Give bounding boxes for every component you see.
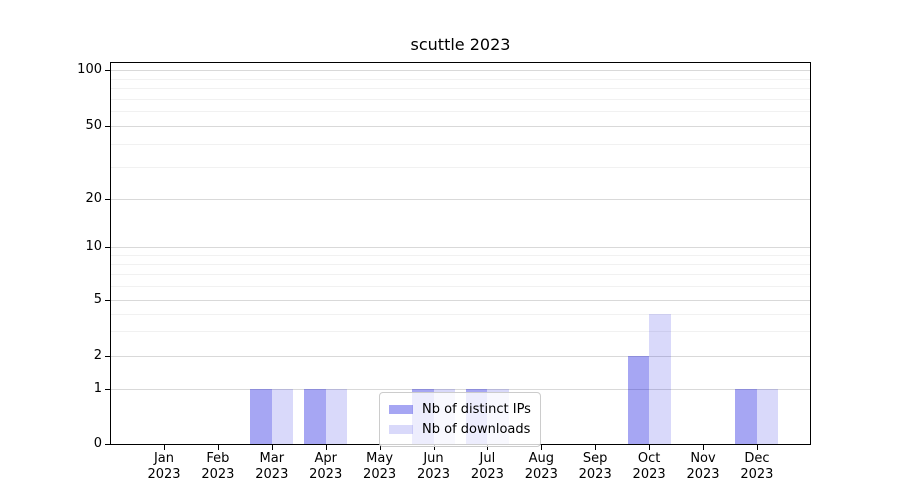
y-tick-mark <box>105 247 110 248</box>
y-tick-label-10: 10 <box>85 239 102 254</box>
x-tick-label-aug: Aug 2023 <box>524 451 558 482</box>
x-tick-mark <box>703 445 704 450</box>
bar-distinct-ips-apr <box>304 389 326 444</box>
gridline-major <box>111 126 810 127</box>
y-tick-label-5: 5 <box>93 292 102 307</box>
plot-area: Nb of distinct IPs Nb of downloads <box>110 62 811 447</box>
x-tick-mark <box>433 445 435 450</box>
y-tick-mark <box>105 70 110 71</box>
x-tick-label-dec: Dec 2023 <box>740 451 774 482</box>
x-tick-label-sep: Sep 2023 <box>578 451 612 482</box>
gridline-minor <box>111 255 810 257</box>
x-tick-label-may: May 2023 <box>363 451 397 482</box>
chart-title: scuttle 2023 <box>410 35 511 54</box>
x-tick-label-apr: Apr 2023 <box>309 451 343 482</box>
gridline-major <box>111 247 810 248</box>
x-tick-label-mar: Mar 2023 <box>255 451 289 482</box>
gridline-minor <box>111 166 810 168</box>
x-tick-mark <box>164 445 165 450</box>
legend-label-distinct-ips: Nb of distinct IPs <box>422 401 531 417</box>
legend-item-downloads: Nb of downloads <box>389 419 531 439</box>
y-tick-label-1: 1 <box>93 381 102 396</box>
x-tick-label-jun: Jun 2023 <box>416 451 451 482</box>
y-tick-label-2: 2 <box>93 348 102 363</box>
gridline-minor <box>111 264 810 266</box>
legend-swatch-downloads <box>389 424 413 434</box>
y-tick-label-20: 20 <box>85 191 102 206</box>
y-tick-mark <box>105 356 110 357</box>
x-tick-mark <box>379 445 381 450</box>
x-tick-mark <box>325 445 327 450</box>
x-tick-mark <box>217 445 219 450</box>
x-tick-label-feb: Feb 2023 <box>201 451 235 482</box>
legend: Nb of distinct IPs Nb of downloads <box>379 392 541 447</box>
y-tick-mark <box>105 444 110 445</box>
bar-distinct-ips-dec <box>735 389 757 444</box>
gridline-major <box>111 70 810 71</box>
x-tick-label-oct: Oct 2023 <box>632 451 666 482</box>
x-tick-label-nov: Nov 2023 <box>686 451 720 482</box>
x-tick-label-jan: Jan 2023 <box>147 451 181 482</box>
bar-downloads-oct <box>649 313 671 444</box>
y-tick-mark <box>105 300 110 301</box>
y-tick-mark <box>105 199 110 200</box>
x-tick-mark <box>756 445 758 450</box>
gridline-major <box>111 389 810 390</box>
gridline-minor <box>111 313 810 315</box>
x-tick-mark <box>541 445 543 450</box>
bar-downloads-mar <box>271 389 294 444</box>
gridline-minor <box>111 331 810 333</box>
bar-distinct-ips-mar <box>250 389 272 444</box>
gridline-major <box>111 300 810 301</box>
x-tick-mark <box>271 445 273 450</box>
legend-item-distinct-ips: Nb of distinct IPs <box>389 399 531 419</box>
x-tick-mark <box>649 445 651 450</box>
gridline-minor <box>111 111 810 113</box>
y-tick-label-50: 50 <box>85 118 102 133</box>
y-tick-label-100: 100 <box>77 62 102 77</box>
bar-downloads-dec <box>756 389 779 444</box>
gridline-major <box>111 199 810 200</box>
y-tick-label-0: 0 <box>93 436 102 451</box>
x-tick-label-jul: Jul 2023 <box>470 451 504 482</box>
gridline-minor <box>111 78 810 80</box>
gridline-minor <box>111 274 810 276</box>
bar-downloads-apr <box>325 389 348 444</box>
gridline-minor <box>111 286 810 288</box>
x-tick-mark <box>595 445 597 450</box>
gridline-minor <box>111 143 810 145</box>
gridline-minor <box>111 98 810 100</box>
gridline-major <box>111 356 810 357</box>
x-tick-mark <box>487 445 489 450</box>
y-tick-mark <box>105 126 110 127</box>
bar-distinct-ips-oct <box>627 356 650 444</box>
legend-swatch-distinct-ips <box>389 404 413 414</box>
legend-label-downloads: Nb of downloads <box>422 421 531 437</box>
gridline-minor <box>111 88 810 90</box>
y-tick-mark <box>105 389 110 390</box>
